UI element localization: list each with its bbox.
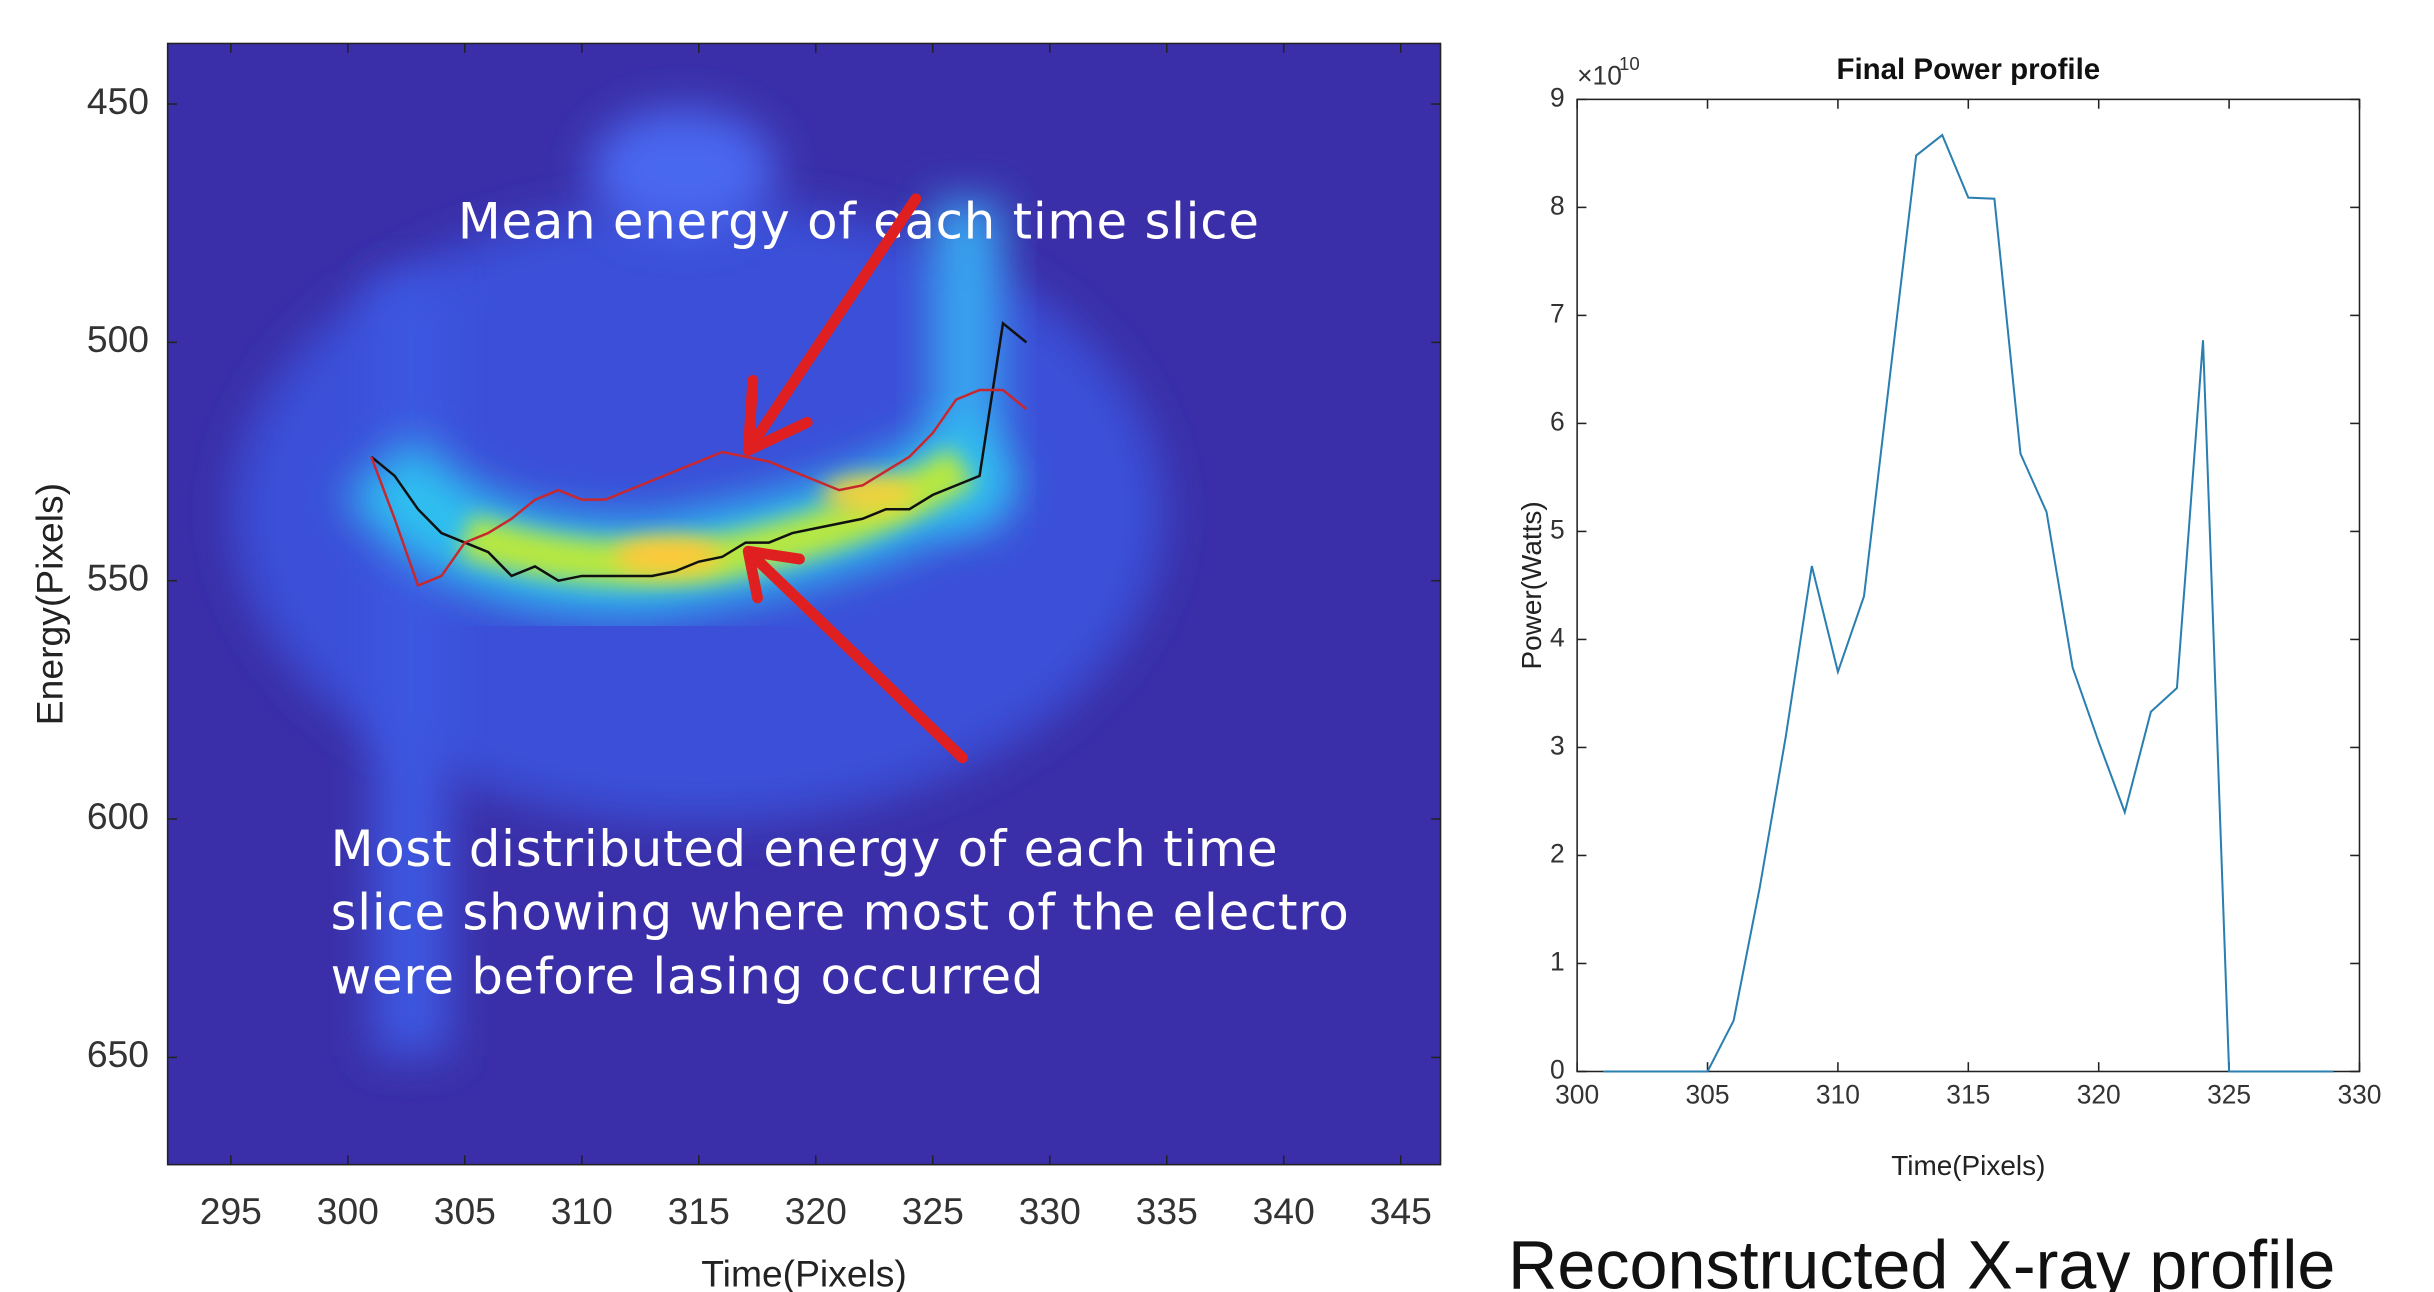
series-group [1603, 133, 2334, 1073]
y-tick-label: 8 [1550, 190, 1565, 220]
x-tick-label: 310 [1816, 1079, 1860, 1109]
y-tick-label: 450 [87, 80, 149, 122]
x-tick-label: 320 [2077, 1079, 2121, 1109]
annotation: were before lasing occurred [331, 947, 1045, 1005]
y-axis-label: Energy(Pixels) [29, 483, 71, 725]
x-tick-label: 335 [1136, 1190, 1198, 1232]
y-tick-label: 6 [1550, 406, 1565, 436]
x-tick-label: 340 [1253, 1190, 1315, 1232]
plot-frame [1576, 98, 2361, 1073]
data-line [1603, 133, 2334, 1073]
arrows [742, 193, 968, 764]
y-tick-label: 2 [1550, 838, 1565, 868]
y-tick-label: 550 [87, 557, 149, 599]
series-group [370, 320, 1028, 588]
x-tick-label: 315 [1946, 1079, 1990, 1109]
x-tick-label: 295 [200, 1190, 262, 1232]
y-tick-label: 600 [87, 795, 149, 837]
x-tick-label: 305 [1686, 1079, 1730, 1109]
y-tick-label: 3 [1550, 730, 1565, 760]
y-tick-label: 500 [87, 318, 149, 360]
y-axis-label: Power(Watts) [1516, 501, 1547, 669]
annotation: Most distributed energy of each time [331, 820, 1279, 878]
x-tick-label: 320 [785, 1190, 847, 1232]
x-axis-label: Time(Pixels) [701, 1252, 907, 1292]
y-tick-label: 5 [1550, 514, 1565, 544]
y-tick-label: 0 [1550, 1054, 1565, 1084]
x-tick-label: 345 [1370, 1190, 1432, 1232]
plot-frame [166, 42, 1442, 1166]
y-tick-label: 650 [87, 1033, 149, 1075]
x-tick-label: 315 [668, 1190, 730, 1232]
chart-title: Final Power profile [1836, 53, 2100, 86]
y-multiplier: ×10 [1577, 61, 1622, 91]
y-tick-label: 1 [1550, 946, 1565, 976]
y-tick-label: 7 [1550, 298, 1565, 328]
caption: Reconstructed X-ray profile [1508, 1227, 2335, 1292]
annotation: slice showing where most of the electro [331, 884, 1350, 942]
x-tick-label: 325 [902, 1190, 964, 1232]
data-line [370, 388, 1028, 588]
y-tick-label: 9 [1550, 82, 1565, 112]
x-tick-label: 300 [1555, 1079, 1599, 1109]
x-tick-label: 325 [2207, 1079, 2251, 1109]
x-axis-label: Time(Pixels) [1891, 1150, 2045, 1181]
x-tick-label: 330 [2337, 1079, 2381, 1109]
x-tick-label: 305 [434, 1190, 496, 1232]
data-line [370, 320, 1028, 583]
x-tick-label: 330 [1019, 1190, 1081, 1232]
x-tick-label: 300 [317, 1190, 379, 1232]
annotation: Mean energy of each time slice [458, 193, 1260, 251]
y-tick-label: 4 [1550, 622, 1565, 652]
x-tick-label: 310 [551, 1190, 613, 1232]
y-multiplier-exp: 10 [1619, 53, 1640, 74]
